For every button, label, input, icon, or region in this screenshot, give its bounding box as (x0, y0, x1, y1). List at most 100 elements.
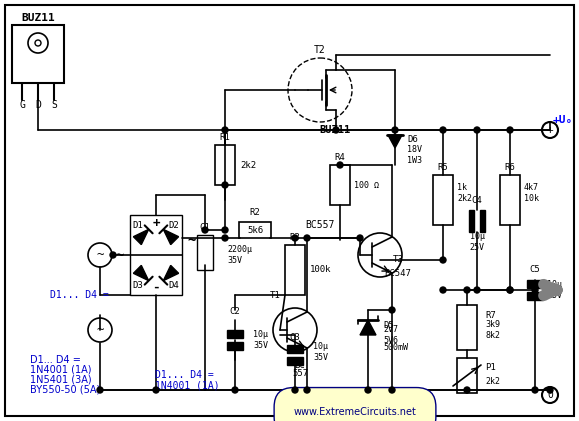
Text: C2: C2 (230, 307, 240, 317)
Circle shape (542, 387, 558, 403)
Bar (457, 305, 477, 350)
Text: +: + (152, 216, 160, 229)
Circle shape (507, 287, 513, 293)
Circle shape (304, 387, 310, 393)
Text: 100 Ω: 100 Ω (354, 181, 379, 189)
Bar (239, 222, 271, 238)
Text: T1: T1 (270, 290, 280, 299)
Bar (527, 280, 543, 288)
Text: T3: T3 (393, 256, 404, 264)
Text: R3: R3 (290, 232, 301, 242)
Circle shape (232, 387, 238, 393)
Circle shape (389, 387, 395, 393)
Bar (480, 210, 485, 232)
Circle shape (365, 387, 371, 393)
Text: 5k6: 5k6 (247, 226, 263, 234)
Text: T2: T2 (314, 45, 326, 55)
Text: BUZ11: BUZ11 (21, 13, 55, 23)
Polygon shape (133, 265, 149, 281)
Bar (527, 292, 543, 300)
Circle shape (88, 243, 112, 267)
Circle shape (464, 287, 470, 293)
Circle shape (333, 127, 339, 133)
Bar (215, 145, 235, 185)
Text: 2k2: 2k2 (485, 376, 500, 386)
Text: D3: D3 (133, 280, 144, 290)
Circle shape (292, 387, 298, 393)
Text: 3k9
8k2: 3k9 8k2 (485, 320, 500, 340)
Circle shape (474, 127, 480, 133)
Text: C5: C5 (530, 266, 540, 274)
Circle shape (202, 227, 208, 233)
Text: 2200µ
35V: 2200µ 35V (227, 245, 252, 265)
Text: 4k7
10k: 4k7 10k (524, 183, 539, 203)
Circle shape (222, 182, 228, 188)
Circle shape (222, 235, 228, 241)
Circle shape (474, 287, 480, 293)
Circle shape (222, 127, 228, 133)
Bar (433, 175, 453, 225)
Circle shape (440, 127, 446, 133)
Text: D1... D4 =: D1... D4 = (30, 355, 81, 365)
Bar (12, 25, 64, 83)
Text: BC: BC (295, 360, 305, 370)
Circle shape (288, 58, 352, 122)
Text: BC547: BC547 (384, 269, 412, 277)
Circle shape (222, 227, 228, 233)
Text: 10µ
35V: 10µ 35V (253, 330, 268, 350)
Text: C1: C1 (200, 223, 210, 232)
Circle shape (507, 287, 513, 293)
Text: 557: 557 (292, 368, 308, 378)
Text: BC557: BC557 (305, 220, 335, 230)
Text: D1... D4 =: D1... D4 = (50, 290, 109, 300)
Text: +: + (547, 125, 554, 135)
Circle shape (440, 287, 446, 293)
Text: ~: ~ (116, 248, 124, 262)
Circle shape (532, 287, 538, 293)
Bar (227, 330, 243, 338)
Text: 1N4001 (1A): 1N4001 (1A) (155, 380, 219, 390)
Circle shape (97, 387, 103, 393)
Text: R2: R2 (250, 208, 261, 216)
Text: S: S (51, 100, 57, 110)
Bar (500, 175, 520, 225)
Circle shape (358, 233, 402, 277)
Text: 1k
2k2: 1k 2k2 (457, 183, 472, 203)
Text: 2k2: 2k2 (240, 160, 256, 170)
Text: 18V
1W3: 18V 1W3 (407, 145, 422, 165)
Text: R4: R4 (335, 152, 346, 162)
Bar (285, 245, 305, 295)
Text: 10µ
25V: 10µ 25V (470, 232, 485, 252)
Circle shape (392, 127, 398, 133)
Polygon shape (133, 229, 149, 245)
Circle shape (337, 162, 343, 168)
Text: ~: ~ (96, 248, 104, 261)
Circle shape (88, 318, 112, 342)
Text: D: D (35, 100, 41, 110)
Circle shape (273, 308, 317, 352)
Circle shape (440, 257, 446, 263)
Polygon shape (360, 320, 376, 335)
Bar (130, 215, 182, 295)
Text: ~: ~ (188, 233, 196, 247)
Polygon shape (163, 265, 178, 281)
Text: -: - (152, 280, 160, 293)
Bar (197, 235, 213, 270)
Text: +Uₒ: +Uₒ (553, 115, 573, 125)
Text: D2: D2 (168, 221, 179, 229)
Text: R5: R5 (438, 163, 448, 171)
Circle shape (110, 252, 116, 258)
Circle shape (35, 40, 41, 46)
Text: D1... D4 =: D1... D4 = (155, 370, 214, 380)
Bar (469, 210, 474, 232)
Text: 0: 0 (547, 390, 553, 400)
Circle shape (464, 387, 470, 393)
Text: 10µ
35V: 10µ 35V (313, 342, 328, 362)
Text: 500mW: 500mW (383, 344, 408, 352)
Circle shape (542, 122, 558, 138)
Bar (287, 357, 303, 365)
Text: C3: C3 (290, 333, 301, 343)
Text: 1N4001 (1A): 1N4001 (1A) (30, 365, 91, 375)
Text: D5: D5 (383, 320, 394, 330)
Text: ~: ~ (96, 323, 104, 336)
